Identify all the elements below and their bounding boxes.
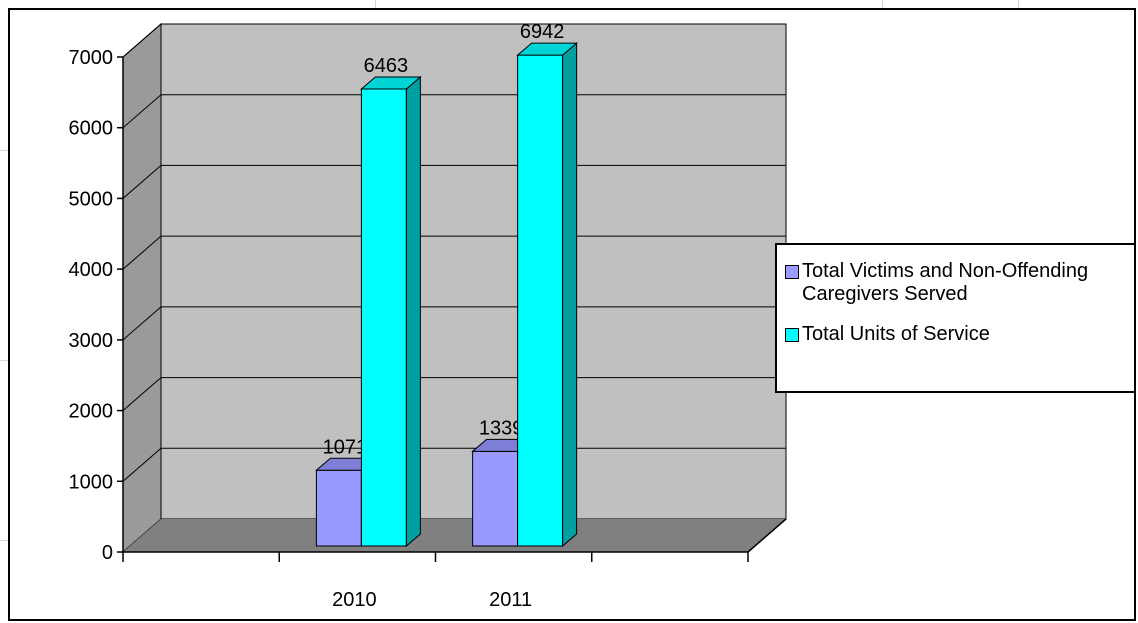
y-tick-label: 3000 [69,330,114,352]
y-tick-label: 4000 [69,259,114,281]
bar-front [472,450,519,547]
sheet-gridline [375,0,376,8]
bar-front [315,469,362,547]
data-label: 6942 [520,21,565,43]
data-label: 1339 [479,417,524,439]
gridline-side [122,94,162,129]
sheet-gridline [1018,0,1019,8]
side-wall [122,22,162,554]
legend-entry-victims: Total Victims and Non-Offending Caregive… [785,260,1134,306]
y-tick-label: 6000 [69,118,114,140]
floor [123,519,786,552]
sheet-gridline [0,360,8,361]
gridline-side [122,377,162,411]
gridline-side [122,23,162,58]
x-tick-label: 2011 [489,589,532,611]
sheet-gridline [0,540,8,541]
gridline-side [122,306,162,341]
bar-side [405,75,421,548]
sheet-gridline [0,150,8,151]
bar-front [360,88,407,547]
bar-front [517,54,564,547]
y-tick-label: 7000 [69,47,114,69]
bar-top [516,42,578,56]
legend-label-victims: Total Victims and Non-Offending Caregive… [802,260,1089,305]
x-tick-label: 2010 [332,589,377,611]
sheet-gridline [882,0,883,8]
legend-swatch-victims [785,265,799,279]
legend-label-units: Total Units of Service [802,323,990,345]
data-label: 1071 [323,436,368,458]
x-axis-depth [747,518,787,553]
chart-legend[interactable]: Total Victims and Non-Offending Caregive… [775,243,1136,393]
y-tick-label: 5000 [69,188,114,210]
y-tick-label: 1000 [69,471,114,493]
gridline-side [122,447,162,482]
bar-side [562,42,578,548]
bar-top [360,76,422,90]
gridline-side [122,165,162,199]
y-tick-label: 2000 [69,401,114,423]
data-label: 6463 [364,55,409,77]
legend-entry-units: Total Units of Service [785,323,1134,346]
gridline-side [122,235,162,270]
back-wall [160,23,787,520]
legend-swatch-units [785,328,799,342]
y-tick-label: 0 [102,542,113,564]
